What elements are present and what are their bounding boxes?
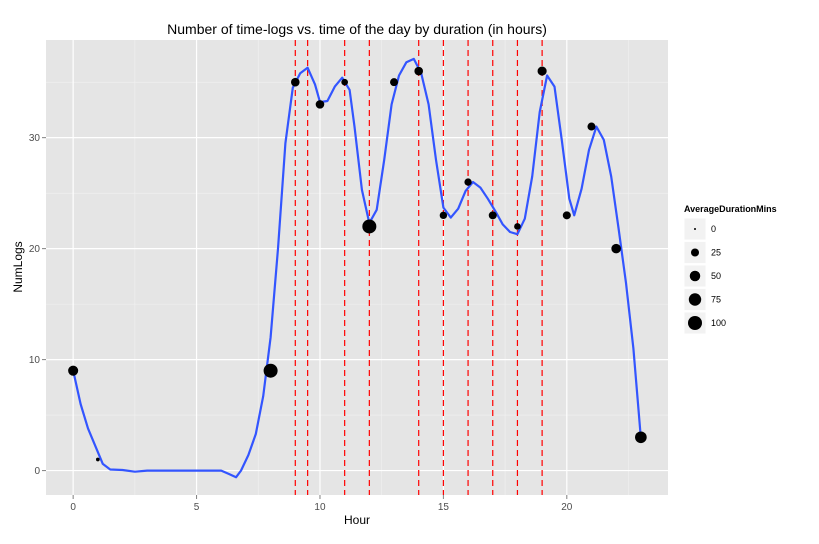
data-points <box>68 66 647 462</box>
data-point <box>362 219 377 234</box>
data-point <box>562 211 571 220</box>
legend-key-label: 75 <box>711 295 721 305</box>
x-tick-label: 5 <box>194 502 200 513</box>
data-point <box>635 431 647 444</box>
x-axis-title: Hour <box>344 513 370 527</box>
data-point <box>464 178 472 186</box>
data-point <box>291 77 300 87</box>
y-tick-label: 20 <box>29 244 41 255</box>
x-tick-label: 10 <box>314 502 326 513</box>
data-point <box>315 100 325 109</box>
y-tick-label: 0 <box>34 466 40 477</box>
legend-key-circle <box>691 248 699 257</box>
legend-key-circle <box>688 316 702 330</box>
legend-key-label: 25 <box>711 248 721 258</box>
y-tick-label: 30 <box>29 133 41 144</box>
chart-title: Number of time-logs vs. time of the day … <box>167 21 547 37</box>
y-axis-title: NumLogs <box>11 241 25 292</box>
data-point <box>488 211 497 220</box>
x-tick-label: 0 <box>70 502 76 513</box>
x-tick-label: 20 <box>561 502 573 513</box>
data-point <box>341 78 348 86</box>
data-point <box>439 211 448 220</box>
y-axis-ticks: 0 10 20 30 <box>29 133 46 477</box>
data-point <box>95 457 100 462</box>
legend-key-circle <box>688 293 702 306</box>
size-legend: AverageDurationMins 0 25 50 75 100 <box>683 204 777 335</box>
legend-key-label: 50 <box>711 271 721 281</box>
grid-lines <box>46 40 668 495</box>
data-point <box>514 223 521 230</box>
smooth-trend-line <box>72 57 642 479</box>
data-point <box>263 363 278 378</box>
data-point <box>611 243 621 254</box>
y-tick-label: 10 <box>29 355 41 366</box>
data-point <box>587 122 596 131</box>
x-tick-label: 15 <box>438 502 450 513</box>
data-point <box>537 66 547 76</box>
x-axis-ticks: 0 5 10 15 20 <box>70 495 573 513</box>
vertical-reference-lines <box>294 40 543 495</box>
data-point <box>414 66 423 76</box>
legend-key-circle <box>694 228 696 230</box>
smooth-line-layer <box>72 57 642 479</box>
legend-title: AverageDurationMins <box>684 204 777 214</box>
data-point <box>68 365 79 376</box>
legend-key-label: 100 <box>711 318 726 328</box>
plot-panel <box>46 40 668 495</box>
data-point <box>390 78 399 87</box>
legend-key-label: 0 <box>711 224 716 234</box>
legend-key-circle <box>689 270 701 282</box>
